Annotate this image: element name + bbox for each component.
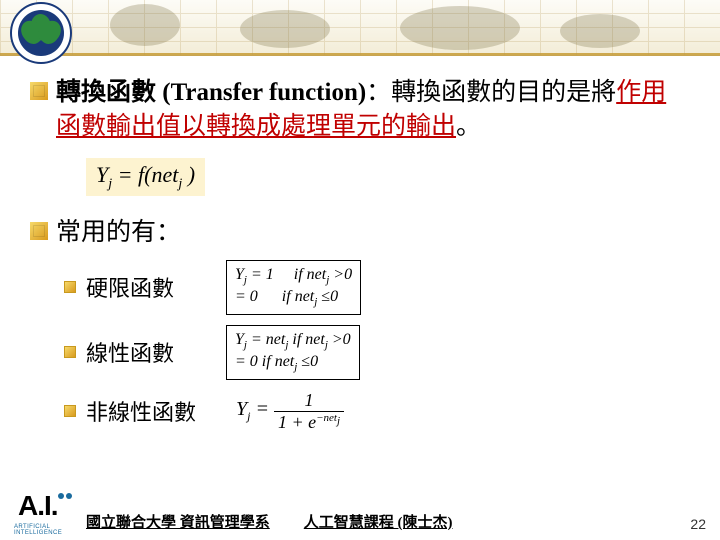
footer-text: 國立聯合大學 資訊管理學系 人工智慧課程 (陳士杰) — [86, 511, 690, 536]
piecewise-hardlimit: Yj = 1if netj >0 = 0 if netj ≤0 — [226, 260, 361, 315]
bullet-common-types: 常用的有： — [30, 216, 690, 250]
map-continent — [400, 6, 520, 50]
slide-footer: A.I. ARTIFICIAL INTELLIGENCE 國立聯合大學 資訊管理… — [0, 490, 720, 536]
bullet-icon — [30, 222, 48, 240]
sub-list: 硬限函數 Yj = 1if netj >0 = 0 if netj ≤0 線性函… — [64, 260, 690, 433]
sub-label: 硬限函數 — [86, 271, 226, 303]
bullet-icon — [30, 82, 48, 100]
slide-header — [0, 0, 720, 56]
sub-item-hardlimit: 硬限函數 Yj = 1if netj >0 = 0 if netj ≤0 — [64, 260, 690, 315]
map-continent — [560, 14, 640, 48]
bullet-text: 常用的有： — [56, 216, 181, 250]
ai-logo: A.I. ARTIFICIAL INTELLIGENCE — [14, 490, 76, 536]
ai-logo-text: A.I. — [18, 490, 58, 522]
university-logo — [10, 2, 72, 64]
sub-item-nonlinear: 非線性函數 Yj = 1 1 + e−netj — [64, 390, 690, 433]
term-tail: 。 — [456, 113, 481, 140]
map-continent — [110, 4, 180, 46]
formula-sigmoid: Yj = 1 1 + e−netj — [236, 390, 344, 433]
bullet-transfer-function: 轉換函數 (Transfer function)：轉換函數的目的是將作用函數輸出… — [30, 76, 690, 144]
term-rest: ：轉換函數的目的是將 — [366, 79, 616, 106]
sub-item-linear: 線性函數 Yj = netj if netj >0 = 0 if netj ≤0 — [64, 325, 690, 380]
footer-university: 國立聯合大學 資訊管理學系 — [86, 511, 270, 532]
sub-label: 線性函數 — [86, 336, 226, 368]
page-number: 22 — [690, 516, 706, 536]
footer-course: 人工智慧課程 (陳士杰) — [304, 511, 453, 532]
ai-logo-dot — [58, 493, 64, 499]
term-bold: 轉換函數 (Transfer function) — [56, 79, 366, 106]
bullet-text: 轉換函數 (Transfer function)：轉換函數的目的是將作用函數輸出… — [56, 76, 690, 144]
sub-bullet-icon — [64, 281, 76, 293]
main-formula: Yj = f(netj ) — [86, 158, 690, 196]
formula-box: Yj = f(netj ) — [86, 158, 205, 196]
slide-content: 轉換函數 (Transfer function)：轉換函數的目的是將作用函數輸出… — [0, 56, 720, 433]
sub-bullet-icon — [64, 405, 76, 417]
sub-bullet-icon — [64, 346, 76, 358]
ai-logo-dot — [66, 493, 72, 499]
piecewise-linear: Yj = netj if netj >0 = 0 if netj ≤0 — [226, 325, 360, 380]
map-continent — [240, 10, 330, 48]
ai-logo-caption: ARTIFICIAL INTELLIGENCE — [14, 524, 76, 536]
sub-label: 非線性函數 — [86, 395, 226, 427]
